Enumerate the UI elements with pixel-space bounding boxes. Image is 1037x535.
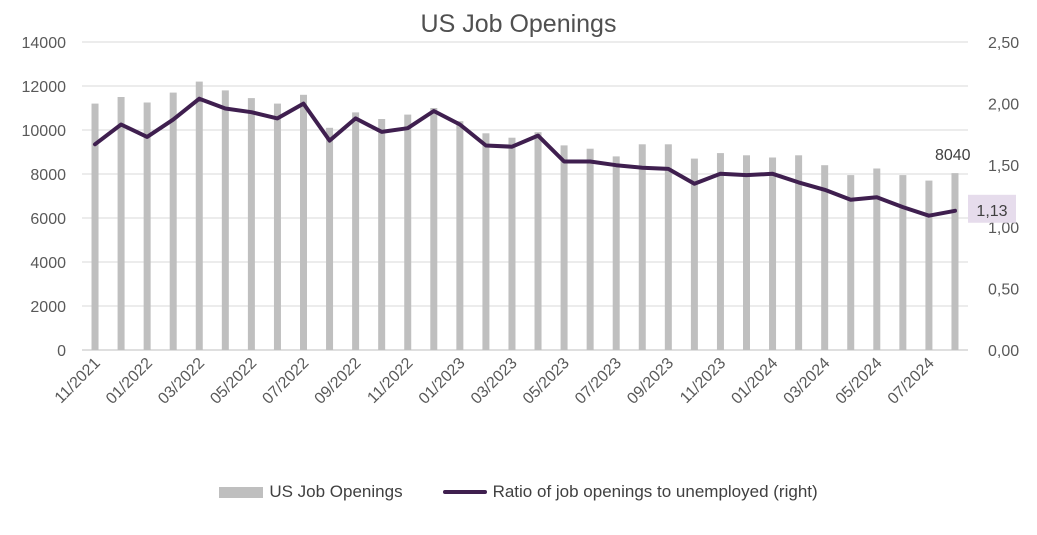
legend-label-bars: US Job Openings — [269, 482, 403, 501]
y-left-tick-label: 2000 — [30, 299, 66, 316]
last-bar-data-label: 8040 — [935, 147, 971, 164]
bar — [404, 114, 412, 350]
x-tick-label: 07/2023 — [572, 355, 625, 408]
bar — [221, 90, 229, 351]
bar — [117, 97, 125, 350]
bar — [690, 158, 698, 350]
x-tick-label: 05/2022 — [207, 355, 260, 408]
bar — [612, 156, 620, 350]
x-tick-label: 03/2024 — [781, 355, 834, 408]
legend-swatch-line — [442, 490, 487, 494]
y-left-tick-label: 6000 — [30, 211, 66, 228]
y-right-tick-label: 0,00 — [988, 343, 1019, 360]
y-left-tick-label: 0 — [57, 343, 66, 360]
bar — [378, 119, 386, 350]
legend: US Job Openings Ratio of job openings to… — [0, 482, 1037, 502]
bar — [143, 102, 151, 350]
x-tick-label: 03/2022 — [155, 355, 208, 408]
bar — [873, 168, 881, 350]
bar — [560, 145, 568, 350]
x-tick-label: 07/2024 — [885, 355, 938, 408]
legend-item-line: Ratio of job openings to unemployed (rig… — [442, 482, 818, 502]
bar — [195, 81, 203, 350]
x-tick-label: 11/2022 — [364, 355, 416, 407]
y-right-tick-label: 0,50 — [988, 281, 1019, 298]
y-right-tick-label: 2,00 — [988, 97, 1019, 114]
bar — [951, 173, 959, 350]
bar — [430, 108, 438, 350]
x-tick-label: 07/2022 — [259, 355, 312, 408]
bar — [925, 180, 933, 350]
bar — [821, 165, 829, 350]
last-ratio-label-bg — [968, 194, 1016, 223]
bar — [638, 144, 646, 350]
x-tick-label: 01/2024 — [728, 355, 781, 408]
x-tick-label: 03/2023 — [468, 355, 521, 408]
bar — [847, 175, 855, 350]
x-tick-label: 09/2022 — [312, 355, 365, 408]
bar — [508, 137, 516, 350]
legend-swatch-bars — [219, 486, 264, 498]
bar — [769, 157, 777, 350]
bar — [482, 133, 490, 350]
legend-label-line: Ratio of job openings to unemployed (rig… — [492, 482, 818, 501]
bar — [169, 92, 177, 350]
bar — [664, 144, 672, 350]
bar — [456, 121, 464, 350]
x-tick-label: 11/2023 — [677, 355, 729, 407]
x-tick-label: 01/2023 — [416, 355, 469, 408]
y-right-tick-label: 1,50 — [988, 158, 1019, 175]
x-tick-label: 05/2024 — [833, 355, 886, 408]
bar — [716, 153, 724, 350]
y-left-tick-label: 14000 — [22, 35, 67, 52]
chart-title: US Job Openings — [420, 10, 617, 38]
x-tick-label: 01/2022 — [103, 355, 156, 408]
x-tick-label: 05/2023 — [520, 355, 573, 408]
bar — [91, 103, 99, 350]
y-left-tick-label: 4000 — [30, 255, 66, 272]
x-tick-label: 11/2021 — [52, 355, 104, 407]
bar — [586, 148, 594, 350]
y-right-tick-label: 1,00 — [988, 220, 1019, 237]
bar — [352, 112, 360, 351]
bar — [247, 98, 255, 350]
y-right-tick-label: 2,50 — [988, 35, 1019, 52]
bar — [743, 155, 750, 350]
bar — [899, 175, 907, 350]
y-left-tick-label: 12000 — [22, 79, 67, 96]
bar — [795, 155, 803, 350]
bar — [326, 127, 334, 350]
ratio-line — [93, 96, 957, 218]
bar — [534, 132, 542, 350]
x-tick-label: 09/2023 — [624, 355, 677, 408]
y-left-tick-label: 8000 — [30, 167, 66, 184]
last-ratio-data-label: 1,13 — [976, 203, 1007, 220]
y-left-tick-label: 10000 — [22, 123, 67, 140]
bar — [273, 103, 281, 350]
bar — [300, 94, 307, 350]
legend-item-bars: US Job Openings — [219, 482, 403, 502]
